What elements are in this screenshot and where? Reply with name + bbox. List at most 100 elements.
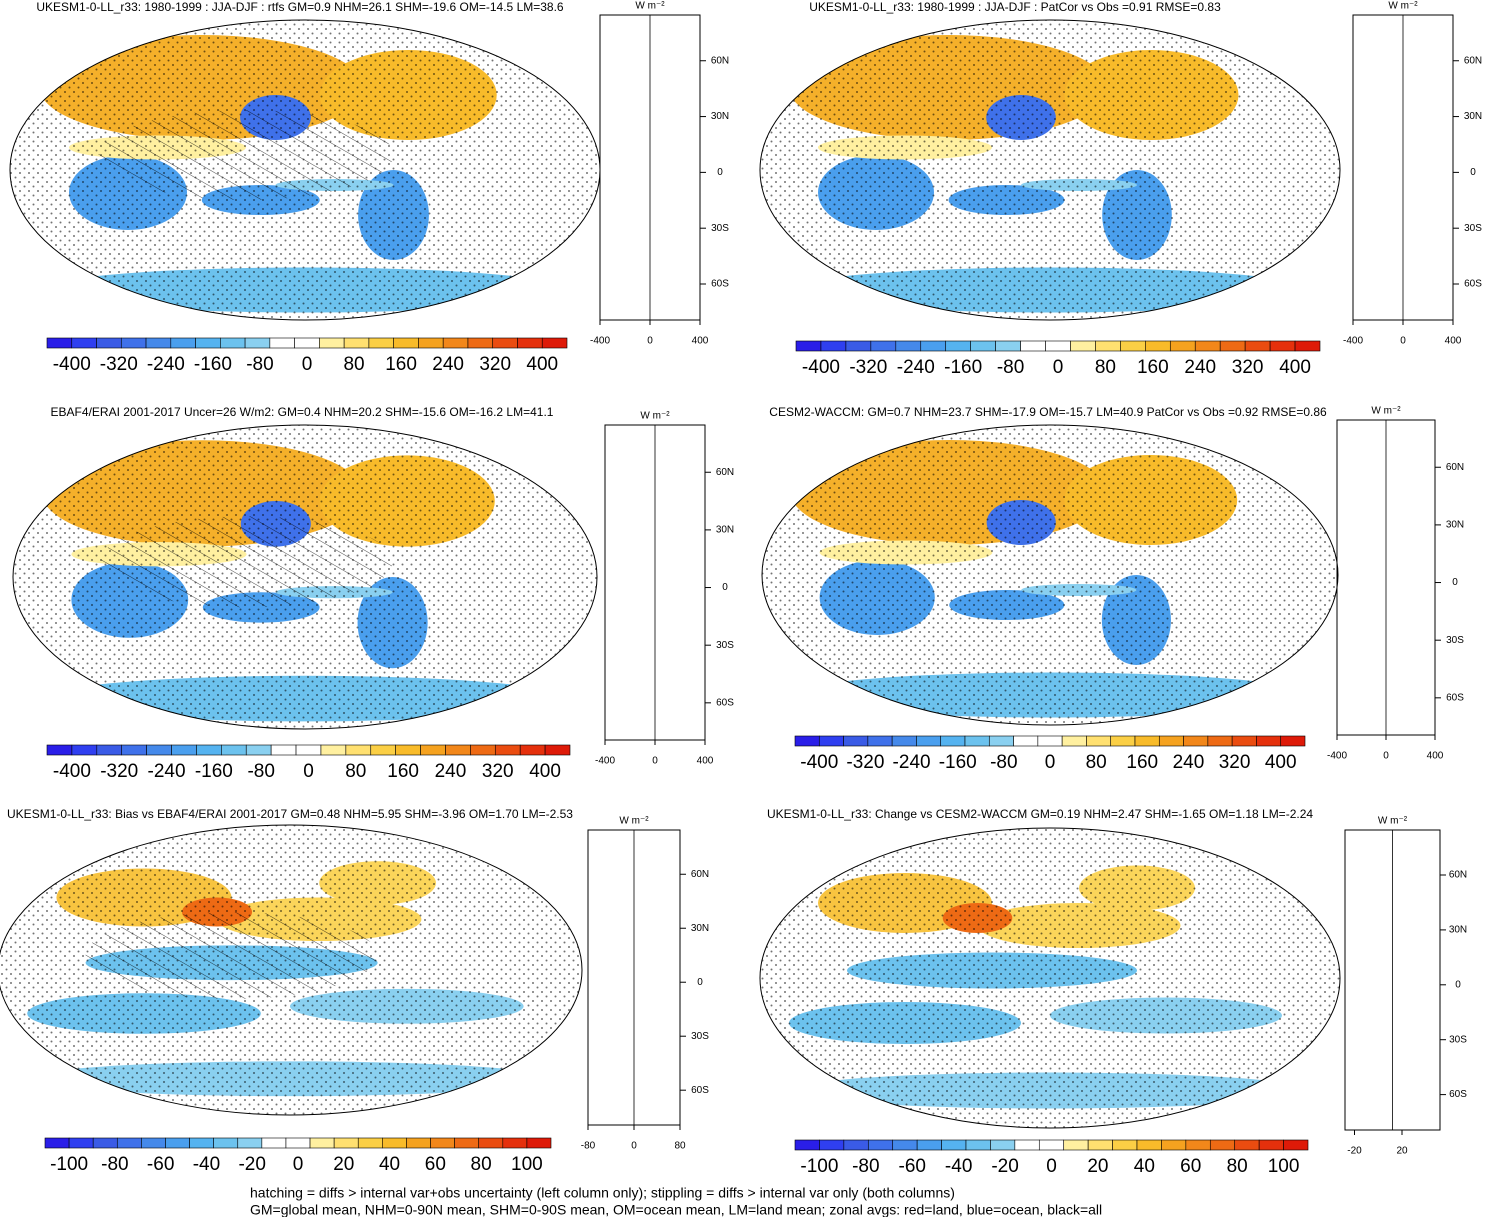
colorbar-cell <box>309 1137 335 1149</box>
profile-x-label: -400 <box>1327 751 1347 762</box>
colorbar-cell <box>1280 735 1306 747</box>
profile-y-label: 60S <box>711 279 729 290</box>
profile-x-label: 0 <box>1383 751 1389 762</box>
colorbar-cell <box>1231 735 1257 747</box>
profile-x-label: -400 <box>1343 336 1363 347</box>
colorbar-cell <box>196 744 222 756</box>
colorbar-label: 0 <box>1046 1156 1057 1177</box>
profile-x-label: 0 <box>652 756 658 767</box>
colorbar-cell <box>990 1139 1016 1151</box>
colorbar-cell <box>1258 1139 1284 1151</box>
profile-unit: W m⁻² <box>635 1 665 12</box>
colorbar-label: -40 <box>193 1154 220 1175</box>
colorbar-label: 20 <box>1087 1156 1108 1177</box>
colorbar-cell <box>891 735 917 747</box>
colorbar-cell <box>494 744 521 756</box>
colorbar-label: -240 <box>148 761 186 782</box>
colorbar-cell <box>843 1139 869 1151</box>
colorbar-cell <box>1294 340 1321 352</box>
colorbar-cell <box>541 337 568 349</box>
colorbar-label: -320 <box>849 357 887 378</box>
colorbar-cell <box>357 1137 383 1149</box>
map <box>10 20 600 320</box>
profile-y-label: 30S <box>711 223 729 234</box>
colorbar-label: 160 <box>387 761 419 782</box>
map-border <box>12 424 598 730</box>
colorbar-cell <box>995 340 1021 352</box>
stippling <box>762 425 1338 725</box>
colorbar-cell <box>46 744 73 756</box>
colorbar-cell <box>46 337 73 349</box>
colorbar-label: -160 <box>195 761 233 782</box>
colorbar-cell <box>526 1137 552 1149</box>
colorbar-label: 240 <box>435 761 467 782</box>
map <box>13 425 597 729</box>
colorbar-label: -400 <box>802 357 840 378</box>
colorbar-label: 100 <box>511 1154 543 1175</box>
profile-y-label: 0 <box>697 977 703 988</box>
colorbar-cell <box>368 337 394 349</box>
map <box>0 825 582 1115</box>
colorbar-cell <box>454 1137 480 1149</box>
colorbar-cell <box>478 1137 504 1149</box>
colorbar-cell <box>867 1139 894 1151</box>
colorbar-label: 0 <box>293 1154 304 1175</box>
colorbar-cell <box>1063 1139 1089 1151</box>
colorbar-cell <box>445 744 471 756</box>
colorbar-label: 320 <box>1232 357 1264 378</box>
colorbar-label: -80 <box>990 752 1017 773</box>
colorbar-cell <box>418 337 444 349</box>
colorbar-cell <box>44 1137 70 1149</box>
colorbar-label: 0 <box>1045 752 1056 773</box>
colorbar-cell <box>892 1139 918 1151</box>
map <box>760 828 1340 1128</box>
profile-unit: W m⁻² <box>1388 1 1418 12</box>
colorbar-cell <box>295 744 322 756</box>
colorbar-cell <box>343 337 370 349</box>
profile-y-label: 60S <box>1464 279 1482 290</box>
colorbar-cell <box>1014 1139 1040 1151</box>
colorbar-label: 100 <box>1268 1156 1300 1177</box>
colorbar-label: -20 <box>238 1154 265 1175</box>
colorbar-cell <box>794 1139 820 1151</box>
colorbar-cell <box>68 1137 94 1149</box>
colorbar-cell <box>195 337 221 349</box>
stippling <box>760 828 1340 1128</box>
profile-y-label: 60S <box>1446 692 1464 703</box>
colorbar-cell <box>395 744 421 756</box>
colorbar-cell <box>916 1139 942 1151</box>
colorbar-cell <box>270 744 297 756</box>
profile-y-label: 0 <box>1455 979 1461 990</box>
colorbar-label: -80 <box>101 1154 128 1175</box>
profile-y-label: 30S <box>716 640 734 651</box>
map-border <box>759 19 1341 321</box>
colorbar-cell <box>1244 340 1271 352</box>
colorbar-cell <box>1183 735 1209 747</box>
colorbar-label: -40 <box>945 1156 972 1177</box>
colorbar-label: 80 <box>1227 1156 1248 1177</box>
colorbar-label: 80 <box>1086 752 1107 773</box>
colorbar-cell <box>1256 735 1282 747</box>
map-border <box>0 824 583 1116</box>
colorbar-cell <box>920 340 947 352</box>
colorbar-cell <box>120 337 147 349</box>
colorbar-cell <box>988 735 1014 747</box>
colorbar-cell <box>92 1137 118 1149</box>
colorbar-cell <box>71 744 98 756</box>
colorbar-cell <box>370 744 396 756</box>
colorbar-cell <box>502 1137 528 1149</box>
colorbar-cell <box>945 340 971 352</box>
colorbar-label: -160 <box>939 752 977 773</box>
colorbar-label: 160 <box>385 354 417 375</box>
hatching <box>100 516 393 608</box>
colorbar-cell <box>819 1139 845 1151</box>
profile-y-label: 60N <box>691 869 709 880</box>
colorbar-cell <box>1134 735 1160 747</box>
colorbar-label: -240 <box>893 752 931 773</box>
colorbar-label: 240 <box>432 354 464 375</box>
panel-title: UKESM1-0-LL_r33: Bias vs EBAF4/ERAI 2001… <box>7 807 573 821</box>
colorbar-cell <box>843 735 869 747</box>
colorbar-label: 40 <box>379 1154 400 1175</box>
colorbar-cell <box>121 744 147 756</box>
